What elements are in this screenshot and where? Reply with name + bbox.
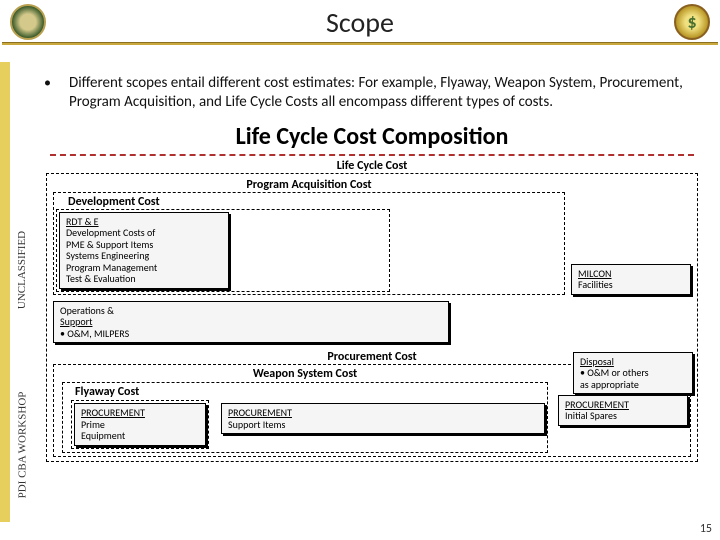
sidebar-top: UNCLASSIFIED (14, 200, 30, 340)
program-acq-block: Program Acquisition Cost Development Cos… (53, 178, 565, 295)
dev-block: Development Cost RDT & E Development Cos… (56, 195, 390, 292)
diagram-title: Life Cycle Cost Composition (40, 122, 704, 151)
bullet-text: Different scopes entail different cost e… (69, 74, 700, 112)
pac-label: Program Acquisition Cost (53, 178, 565, 192)
disposal-box: Disposal • O&M or others as appropriate (573, 352, 693, 395)
proc-box-2: PROCUREMENT Support Items (221, 403, 545, 434)
lcc-border: Program Acquisition Cost Development Cos… (46, 173, 698, 462)
classification-label: UNCLASSIFIED (16, 231, 28, 309)
proc-box-1: PROCUREMENT Prime Equipment (74, 403, 206, 446)
army-seal-icon (10, 4, 46, 40)
sidebar-bottom: PDI CBA WORKSHOP (14, 370, 30, 520)
slide-header: Scope $ (0, 0, 720, 42)
ops-box: Operations & Support • O&M, MILPERS (53, 301, 449, 344)
dev-border: RDT & E Development Costs of PME & Suppo… (56, 209, 390, 292)
dollar-seal-icon: $ (674, 4, 710, 40)
content-area: • Different scopes entail different cost… (40, 64, 704, 520)
proc-box-3: PROCUREMENT Initial Spares (558, 395, 688, 426)
lcc-label: Life Cycle Cost (46, 159, 698, 173)
bullet-dot: • (44, 74, 51, 112)
fly-border: PROCUREMENT Prime Equipment (71, 400, 209, 449)
fly-label: Flyaway Cost (65, 385, 545, 399)
left-spine (0, 62, 10, 522)
milcon-box: MILCON Facilities (571, 264, 691, 295)
page-number: 15 (700, 522, 712, 536)
slide-title: Scope (46, 5, 674, 40)
red-dash-rule (50, 154, 694, 156)
wsys-border: Flyaway Cost PROCUREMENT Prime Equipment (62, 382, 548, 453)
wsys-outer: Weapon System Cost Flyaway Cost PROCUREM… (56, 367, 554, 454)
bullet-row: • Different scopes entail different cost… (40, 64, 704, 120)
header-rule (2, 42, 718, 45)
wsys-label: Weapon System Cost (56, 367, 554, 381)
diagram: Life Cycle Cost Program Acquisition Cost… (46, 159, 698, 462)
dev-label: Development Cost (56, 195, 390, 209)
dev-box: RDT & E Development Costs of PME & Suppo… (59, 212, 229, 289)
ops-block: Operations & Support • O&M, MILPERS (53, 301, 449, 344)
milcon-block: MILCON Facilities (571, 264, 691, 295)
workshop-label: PDI CBA WORKSHOP (16, 392, 28, 499)
pac-border: Development Cost RDT & E Development Cos… (53, 192, 565, 295)
